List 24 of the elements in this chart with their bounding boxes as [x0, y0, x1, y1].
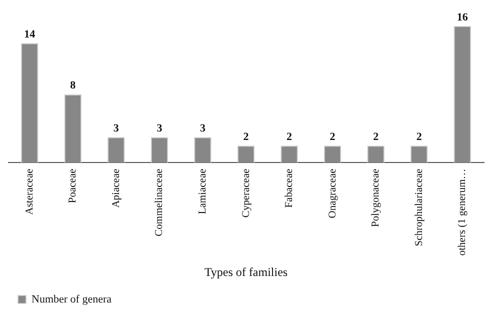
data-label: 3 [113, 122, 120, 134]
x-tick-label: Polygonaceae [370, 168, 382, 228]
x-tick-label: Asteraceae [24, 168, 36, 215]
data-label: 2 [286, 130, 293, 143]
data-label: 2 [416, 130, 422, 143]
data-label: 14 [24, 28, 36, 40]
x-tick-label: Fabaceae [284, 168, 296, 208]
x-tick-label: Onagraceae [327, 168, 338, 218]
x-tick-label: others (1 generum… [457, 168, 468, 256]
data-label: 3 [156, 122, 163, 134]
data-label: 2 [330, 130, 336, 143]
data-label: 2 [243, 130, 250, 143]
x-axis-title: Types of families [204, 264, 288, 279]
data-label: 16 [456, 11, 468, 24]
x-tick-label: Poaceae [68, 168, 79, 204]
x-tick-label: Cyperaceae [240, 168, 252, 218]
x-tick-label: Schrophulariaceae [414, 168, 425, 246]
x-tick-label: Lamiaceae [197, 168, 208, 214]
x-tick-label: Commelinaceae [154, 168, 166, 236]
legend-label: Number of genera [32, 293, 112, 306]
data-label: 8 [70, 80, 76, 92]
x-tick-label: Apiaceae [110, 168, 122, 208]
data-label: 3 [200, 122, 206, 134]
data-label: 2 [373, 130, 380, 143]
